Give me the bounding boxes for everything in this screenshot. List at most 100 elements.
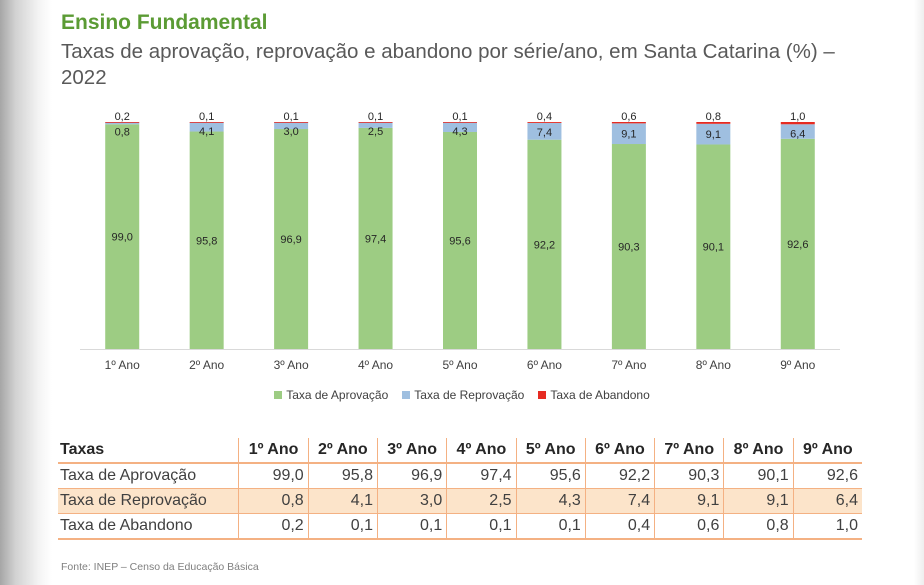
table-cell: 7,4 bbox=[584, 488, 655, 514]
rates-table: Taxas 1º Ano 2º Ano 3º Ano 4º Ano 5º Ano… bbox=[58, 438, 862, 540]
data-label-reprovacao-4: 2,5 bbox=[368, 126, 383, 138]
bar-abandono-1 bbox=[105, 122, 140, 123]
table-cell: 4,1 bbox=[307, 488, 378, 514]
table-cell: 96,9 bbox=[376, 463, 447, 489]
bar-aprovacao-7 bbox=[611, 144, 646, 349]
bar-abandono-6 bbox=[527, 122, 562, 123]
bar-abandono-5 bbox=[443, 122, 477, 123]
bar-reprovacao-8 bbox=[696, 123, 731, 145]
legend-swatch-aprovacao bbox=[274, 391, 283, 399]
table-row-aprovacao: Taxa de Aprovação 99,0 95,8 96,9 97,4 95… bbox=[58, 463, 862, 489]
data-label-aprovacao-4: 97,4 bbox=[365, 233, 386, 245]
table-cell: 95,8 bbox=[307, 463, 378, 489]
data-label-abandono-3: 0,1 bbox=[283, 111, 298, 123]
table-cell: 97,4 bbox=[446, 463, 517, 489]
data-label-reprovacao-5: 4,3 bbox=[452, 126, 467, 138]
bar-abandono-8 bbox=[696, 122, 731, 124]
bar-reprovacao-4 bbox=[358, 122, 393, 128]
data-label-abandono-1: 0,2 bbox=[115, 111, 130, 123]
table-cell: 2,5 bbox=[446, 488, 517, 514]
data-label-aprovacao-1: 99,0 bbox=[112, 232, 133, 244]
table-header-5: 5º Ano bbox=[515, 438, 586, 464]
table-cell: 0,1 bbox=[307, 513, 378, 540]
x-tick-label-2: 2º Ano bbox=[189, 358, 224, 372]
table-cell: 9,1 bbox=[723, 488, 794, 514]
data-label-abandono-7: 0,6 bbox=[621, 111, 636, 123]
table-cell: 0,1 bbox=[446, 513, 517, 540]
legend-item-aprovacao: Taxa de Aprovação bbox=[274, 388, 388, 402]
data-label-abandono-2: 0,1 bbox=[199, 111, 214, 123]
section-title: Ensino Fundamental bbox=[61, 11, 268, 34]
bar-reprovacao-1 bbox=[105, 122, 140, 125]
bar-abandono-7 bbox=[611, 122, 646, 124]
data-label-abandono-9: 1,0 bbox=[790, 111, 805, 123]
x-tick-label-8: 8º Ano bbox=[696, 358, 731, 372]
data-label-aprovacao-5: 95,6 bbox=[449, 235, 470, 247]
bar-aprovacao-3 bbox=[274, 129, 309, 349]
table-header-3: 3º Ano bbox=[376, 438, 447, 464]
bar-aprovacao-8 bbox=[696, 144, 731, 349]
table-cell: 90,1 bbox=[723, 463, 794, 489]
table-row-reprovacao: Taxa de Reprovação 0,8 4,1 3,0 2,5 4,3 7… bbox=[58, 488, 862, 514]
table-cell: 0,1 bbox=[376, 513, 447, 540]
table-header-row: Taxas 1º Ano 2º Ano 3º Ano 4º Ano 5º Ano… bbox=[58, 438, 862, 464]
data-label-reprovacao-3: 3,0 bbox=[283, 126, 298, 138]
bar-reprovacao-9 bbox=[780, 124, 815, 139]
table-row-label: Taxa de Reprovação bbox=[58, 488, 239, 514]
bar-aprovacao-5 bbox=[443, 131, 477, 349]
table-cell: 4,3 bbox=[515, 488, 586, 514]
bar-reprovacao-6 bbox=[527, 122, 562, 140]
legend-label-reprovacao: Taxa de Reprovação bbox=[414, 388, 525, 402]
bar-abandono-3 bbox=[274, 122, 309, 123]
bar-abandono-4 bbox=[358, 122, 393, 123]
right-edge-shadow bbox=[914, 0, 924, 585]
x-tick-label-5: 5º Ano bbox=[442, 358, 477, 372]
table-header-4: 4º Ano bbox=[446, 438, 517, 464]
table-cell: 0,4 bbox=[584, 513, 655, 540]
bar-aprovacao-6 bbox=[527, 139, 562, 349]
data-label-aprovacao-9: 92,6 bbox=[787, 239, 808, 251]
data-label-reprovacao-6: 7,4 bbox=[537, 127, 552, 139]
x-tick-label-1: 1º Ano bbox=[105, 358, 140, 372]
data-label-abandono-4: 0,1 bbox=[368, 111, 383, 123]
data-label-abandono-6: 0,4 bbox=[537, 111, 552, 123]
chart-legend: Taxa de Aprovação Taxa de Reprovação Tax… bbox=[0, 388, 924, 402]
data-label-aprovacao-6: 92,2 bbox=[534, 239, 555, 251]
x-tick-label-6: 6º Ano bbox=[527, 358, 562, 372]
x-tick-label-7: 7º Ano bbox=[611, 358, 646, 372]
data-label-abandono-8: 0,8 bbox=[706, 111, 721, 123]
data-label-reprovacao-9: 6,4 bbox=[790, 128, 805, 140]
table-cell: 0,1 bbox=[515, 513, 586, 540]
table-cell: 9,1 bbox=[654, 488, 724, 514]
data-label-aprovacao-7: 90,3 bbox=[618, 242, 639, 254]
table-header-6: 6º Ano bbox=[584, 438, 655, 464]
data-label-abandono-5: 0,1 bbox=[452, 111, 467, 123]
table-cell: 92,6 bbox=[792, 463, 862, 489]
data-label-reprovacao-8: 9,1 bbox=[706, 129, 721, 141]
legend-label-abandono: Taxa de Abandono bbox=[550, 388, 650, 402]
bar-aprovacao-4 bbox=[358, 127, 393, 349]
bar-reprovacao-7 bbox=[611, 123, 646, 145]
bar-reprovacao-3 bbox=[274, 122, 309, 130]
x-tick-label-9: 9º Ano bbox=[780, 358, 815, 372]
table-header-2: 2º Ano bbox=[307, 438, 378, 464]
table-row-label: Taxa de Abandono bbox=[58, 513, 239, 540]
chart-subtitle: Taxas de aprovação, reprovação e abandon… bbox=[61, 40, 835, 89]
table-cell: 90,3 bbox=[654, 463, 724, 489]
x-tick-label-4: 4º Ano bbox=[358, 358, 393, 372]
bar-abandono-9 bbox=[780, 122, 815, 125]
bar-aprovacao-1 bbox=[105, 124, 140, 350]
table-cell: 99,0 bbox=[238, 463, 309, 489]
bar-aprovacao-2 bbox=[189, 131, 224, 349]
table-cell: 0,6 bbox=[654, 513, 724, 540]
data-label-reprovacao-7: 9,1 bbox=[621, 129, 636, 141]
data-label-reprovacao-1: 0,8 bbox=[115, 126, 130, 138]
bar-reprovacao-2 bbox=[189, 122, 224, 132]
table-cell: 0,8 bbox=[238, 488, 309, 514]
bar-aprovacao-9 bbox=[780, 138, 815, 349]
stacked-bar-chart: 99,0 0,8 0,2 1º Ano 95,8 4,1 0,1 2º Ano 96,9 3,0 0… bbox=[80, 111, 840, 372]
table-cell: 3,0 bbox=[376, 488, 447, 514]
table-cell: 0,8 bbox=[723, 513, 794, 540]
bar-reprovacao-5 bbox=[443, 122, 477, 132]
table-cell: 6,4 bbox=[792, 488, 862, 514]
